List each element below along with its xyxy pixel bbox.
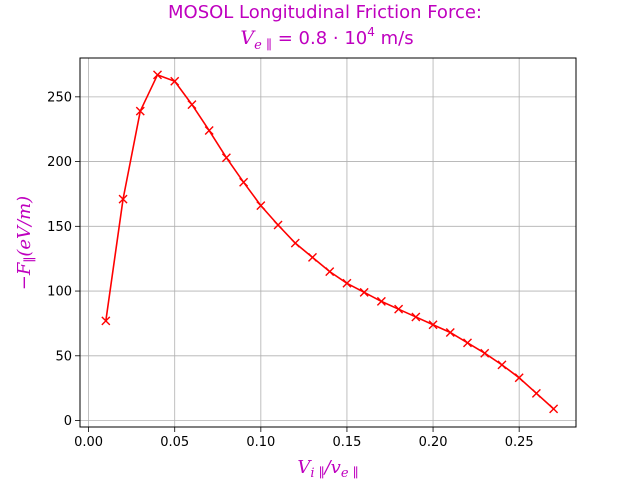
x-tick-label: 0.00 [74, 435, 103, 450]
y-axis-label-main: −F [14, 261, 35, 290]
y-tick-label: 0 [64, 414, 72, 429]
data-point-marker [549, 404, 559, 414]
chart-series [101, 70, 559, 414]
x-tick-label: 0.20 [419, 435, 448, 450]
series-line [105, 73, 555, 410]
data-point-marker [170, 76, 180, 86]
x-axis-label-main: V [297, 457, 312, 478]
data-point-marker [153, 70, 162, 80]
chart-ticks: 0.00 0.05 0.10 0.15 0.20 0.25 0 50 100 150 200 250 [47, 90, 533, 450]
data-point-marker [497, 360, 507, 370]
chart-grid [80, 58, 576, 427]
x-axis-label-sub2: e ∥ [341, 466, 359, 480]
data-point-marker [221, 153, 231, 163]
title-v-subscript: e ∥ [254, 38, 272, 53]
y-tick-label: 250 [47, 90, 72, 105]
plot-frame [79, 57, 577, 428]
y-tick-label: 150 [47, 220, 72, 235]
data-point-marker [428, 320, 438, 330]
data-point-marker [239, 177, 249, 187]
y-tick-label: 50 [55, 349, 72, 364]
data-point-marker [118, 194, 128, 204]
title-value: = 0.8 · 10 [272, 28, 367, 49]
data-point-marker [308, 252, 317, 262]
y-tick-label: 200 [47, 155, 72, 170]
x-tick-label: 0.15 [332, 435, 361, 450]
chart-title-line2: Ve ∥ = 0.8 · 104 m/s [240, 25, 413, 53]
data-point-marker [342, 278, 352, 288]
data-point-marker [376, 296, 386, 306]
x-tick-label: 0.05 [160, 435, 189, 450]
x-axis-label-sub1: i ∥ [310, 466, 324, 480]
data-point-marker [325, 267, 335, 277]
data-point-marker [445, 327, 455, 337]
x-axis-label-mid: /v [323, 457, 341, 478]
data-point-marker [135, 106, 145, 116]
data-point-marker [204, 126, 214, 135]
title-unit: m/s [375, 28, 414, 49]
data-point-marker [273, 220, 283, 230]
y-axis-label: −F∥(eV/m) [14, 196, 38, 290]
y-axis-label-sub: ∥ [23, 257, 38, 263]
data-point-marker [514, 373, 524, 383]
x-tick-label: 0.25 [505, 435, 534, 450]
title-exponent: 4 [367, 25, 375, 39]
x-axis-label: Vi ∥/ve ∥ [297, 457, 358, 480]
data-point-marker [256, 201, 266, 211]
x-tick-label: 0.10 [246, 435, 275, 450]
data-point-marker [463, 338, 472, 348]
data-point-marker [359, 287, 369, 297]
data-point-marker [101, 316, 111, 326]
data-point-marker [187, 100, 197, 110]
data-point-marker [394, 304, 404, 314]
data-point-marker [290, 238, 300, 248]
data-point-marker [531, 388, 541, 398]
data-point-marker [411, 312, 421, 322]
data-point-marker [480, 348, 490, 358]
title-v-symbol: V [240, 27, 256, 49]
y-axis-label-rest: (eV/m) [14, 196, 35, 257]
y-tick-label: 100 [47, 285, 72, 300]
chart-title-line1: MOSOL Longitudinal Friction Force: [168, 2, 482, 23]
